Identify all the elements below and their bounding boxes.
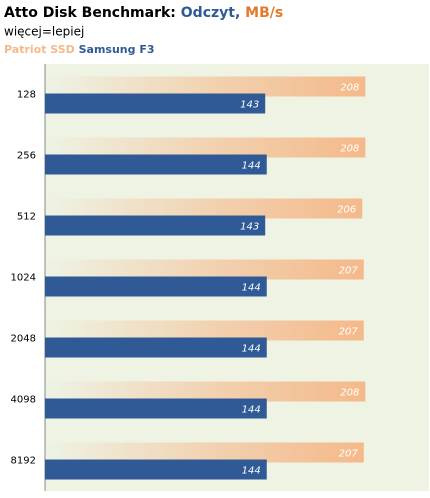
value-label: 208 — [340, 144, 359, 155]
value-label: 144 — [242, 405, 261, 416]
value-label: 143 — [240, 222, 259, 233]
value-label: 143 — [240, 100, 259, 111]
subtitle: więcej=lepiej — [4, 25, 84, 39]
bar — [45, 215, 266, 236]
title-unit: MB/s — [245, 5, 283, 21]
y-tick-label: 8192 — [11, 456, 36, 467]
bar — [45, 154, 267, 175]
value-label: 207 — [339, 449, 359, 460]
bar — [45, 320, 364, 341]
bar — [45, 137, 366, 158]
bar — [45, 442, 364, 463]
value-label: 208 — [340, 83, 359, 94]
y-tick-label: 4098 — [11, 395, 36, 406]
value-label: 207 — [339, 266, 359, 277]
bar — [45, 337, 267, 358]
y-tick-label: 256 — [17, 151, 36, 162]
value-label: 144 — [242, 161, 261, 172]
value-label: 206 — [337, 205, 356, 216]
value-label: 207 — [339, 327, 359, 338]
bar — [45, 76, 366, 97]
value-label: 144 — [242, 344, 261, 355]
title-main: Atto Disk Benchmark: — [4, 5, 176, 21]
legend-entry: Samsung F3 — [79, 43, 155, 56]
legend: Patriot SSD Samsung F3 — [4, 43, 155, 56]
y-tick-label: 2048 — [11, 334, 36, 345]
bar — [45, 198, 363, 219]
y-tick-label: 1024 — [11, 273, 36, 284]
bar — [45, 93, 266, 114]
bar — [45, 259, 364, 280]
legend-entry: Patriot SSD — [4, 43, 75, 56]
y-tick-label: 128 — [17, 90, 36, 101]
chart-title: Atto Disk Benchmark: Odczyt, MB/s — [4, 5, 283, 21]
title-series: Odczyt, — [181, 5, 241, 21]
value-label: 208 — [340, 388, 359, 399]
value-label: 144 — [242, 466, 261, 477]
bar — [45, 276, 267, 297]
y-tick-label: 512 — [17, 212, 36, 223]
value-label: 144 — [242, 283, 261, 294]
bar — [45, 398, 267, 419]
bar — [45, 381, 366, 402]
bar — [45, 459, 267, 480]
